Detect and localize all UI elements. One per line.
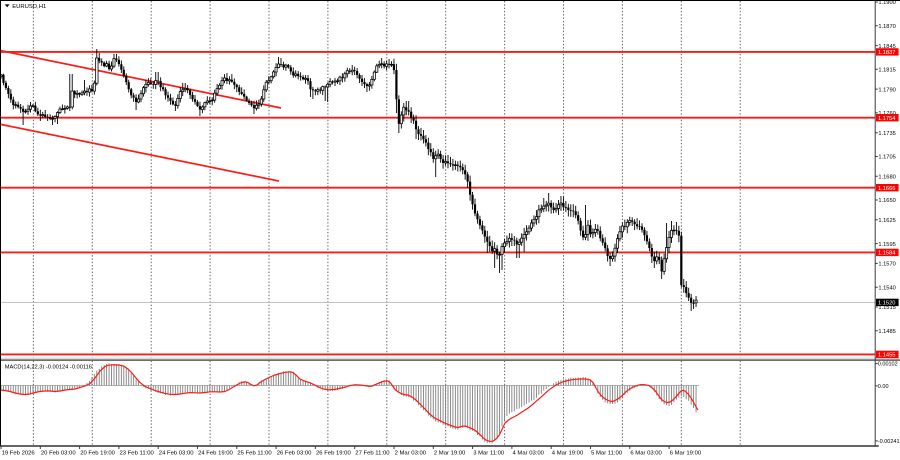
svg-text:20 Feb 19:00: 20 Feb 19:00 [80,451,115,457]
svg-text:0.00102: 0.00102 [878,362,898,368]
svg-text:6 Mar 19:00: 6 Mar 19:00 [670,451,702,457]
svg-text:1.1455: 1.1455 [878,353,895,359]
svg-text:24 Feb 03:00: 24 Feb 03:00 [159,451,194,457]
svg-text:2 Mar 19:00: 2 Mar 19:00 [434,451,466,457]
svg-text:1.1485: 1.1485 [878,329,895,335]
svg-text:20 Feb 03:00: 20 Feb 03:00 [41,451,76,457]
svg-text:27 Feb 11:00: 27 Feb 11:00 [355,451,390,457]
svg-text:1.1680: 1.1680 [878,175,895,181]
svg-text:1.1520: 1.1520 [878,301,895,307]
svg-text:MACD(14,22,3) -0.00124 -0.0011: MACD(14,22,3) -0.00124 -0.00116 [5,364,92,370]
svg-text:5 Mar 11:00: 5 Mar 11:00 [591,451,623,457]
svg-text:1.1570: 1.1570 [878,262,895,268]
svg-text:1.1790: 1.1790 [878,87,895,93]
svg-text:1.1815: 1.1815 [878,68,895,74]
svg-text:26 Feb 03:00: 26 Feb 03:00 [277,451,312,457]
svg-text:EURUSD,H1: EURUSD,H1 [12,4,46,10]
svg-text:24 Feb 19:00: 24 Feb 19:00 [198,451,233,457]
svg-text:1.1870: 1.1870 [878,24,895,30]
svg-text:1.1735: 1.1735 [878,131,895,137]
svg-text:3 Mar 11:00: 3 Mar 11:00 [473,451,505,457]
svg-text:1.1705: 1.1705 [878,155,895,161]
svg-text:0.00: 0.00 [878,384,889,390]
svg-text:4 Mar 03:00: 4 Mar 03:00 [513,451,545,457]
svg-text:1.1900: 1.1900 [878,0,895,6]
svg-text:26 Feb 19:00: 26 Feb 19:00 [316,451,351,457]
svg-text:19 Feb 2026: 19 Feb 2026 [2,451,36,457]
svg-text:25 Feb 11:00: 25 Feb 11:00 [237,451,272,457]
svg-text:-0.00241: -0.00241 [878,439,900,445]
svg-text:2 Mar 03:00: 2 Mar 03:00 [395,451,427,457]
svg-text:1.1845: 1.1845 [878,44,895,50]
svg-text:1.1515: 1.1515 [878,305,895,311]
svg-text:1.1540: 1.1540 [878,285,895,291]
svg-text:6 Mar 03:00: 6 Mar 03:00 [630,451,662,457]
svg-text:23 Feb 11:00: 23 Feb 11:00 [120,451,155,457]
svg-text:1.1584: 1.1584 [878,251,895,257]
svg-text:1.1625: 1.1625 [878,218,895,224]
svg-text:1.1595: 1.1595 [878,242,895,248]
svg-text:1.1837: 1.1837 [878,50,895,56]
svg-text:4 Mar 19:00: 4 Mar 19:00 [552,451,584,457]
svg-text:1.1666: 1.1666 [878,186,895,192]
svg-text:1.1754: 1.1754 [878,116,895,122]
svg-text:1.1650: 1.1650 [878,198,895,204]
